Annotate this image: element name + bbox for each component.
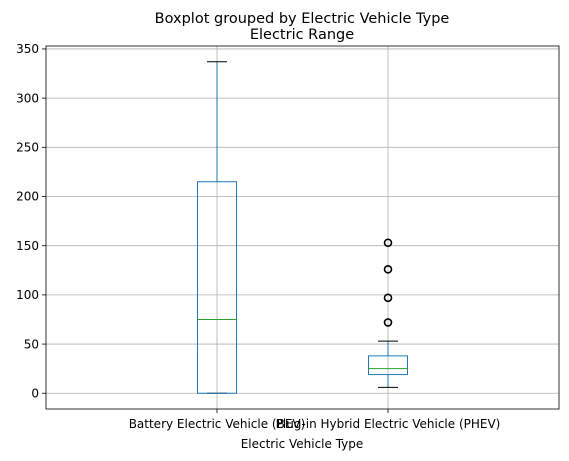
box-group — [368, 238, 408, 388]
chart-suptitle: Boxplot grouped by Electric Vehicle Type — [155, 11, 450, 27]
outlier-point — [383, 238, 393, 248]
y-tick-label: 50 — [24, 337, 39, 351]
outlier-point — [383, 318, 393, 327]
outlier-point — [383, 293, 393, 303]
iqr-box — [368, 355, 408, 376]
grid-layer — [46, 46, 559, 409]
outlier-point — [383, 265, 393, 274]
axes-layer: 0 50 100 150 200 250 300 350 Battery Electric Ve… — [16, 42, 560, 431]
y-tick-label: 0 — [31, 386, 39, 400]
y-tick-label: 100 — [16, 288, 39, 302]
x-tick-label: Battery Electric Vehicle (BEV) — [129, 417, 306, 431]
y-tick-label: 300 — [16, 91, 39, 105]
chart-title: Electric Range — [250, 27, 354, 43]
y-tick-label: 250 — [16, 141, 39, 155]
box-group — [197, 61, 237, 394]
y-tick-label: 150 — [16, 239, 39, 253]
y-tick-label: 350 — [16, 42, 39, 56]
axes-frame — [45, 45, 560, 410]
x-tick-label: Plug-in Hybrid Electric Vehicle (PHEV) — [276, 417, 501, 431]
iqr-box — [197, 181, 237, 394]
y-tick-label: 200 — [16, 190, 39, 204]
x-axis-label: Electric Vehicle Type — [241, 437, 364, 451]
box-layer — [197, 61, 408, 394]
